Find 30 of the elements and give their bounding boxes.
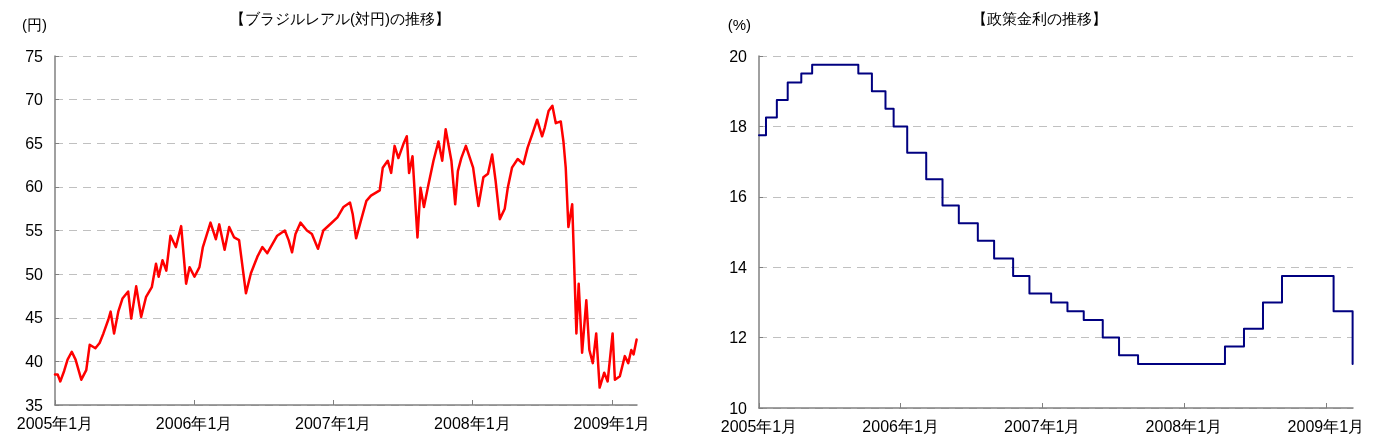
- x-tick-label: 2008年1月: [434, 414, 511, 432]
- y-tick-label: 18: [729, 117, 748, 135]
- y-tick-label: 70: [25, 91, 44, 109]
- y-tick-label: 20: [729, 47, 748, 65]
- line-series: [53, 104, 638, 389]
- x-tick-label: 2006年1月: [862, 417, 939, 435]
- y-tick-label: 60: [25, 178, 44, 196]
- y-tick-label: 35: [25, 396, 44, 414]
- y-tick-label: 10: [729, 399, 748, 417]
- chart-title: 【政策金利の推移】: [971, 10, 1107, 27]
- y-tick-label: 40: [25, 352, 44, 370]
- chart-title: 【ブラジルレアル(対円)の推移】: [230, 10, 450, 27]
- x-tick-label: 2007年1月: [1003, 417, 1081, 435]
- x-tick-label: 2009年1月: [1287, 417, 1365, 435]
- y-tick-label: 14: [729, 258, 748, 276]
- y-tick-label: 50: [25, 265, 44, 283]
- x-tick-label: 2009年1月: [573, 414, 651, 432]
- x-tick-label: 2005年1月: [16, 414, 94, 432]
- y-tick-label: 65: [25, 134, 44, 152]
- x-tick-label: 2008年1月: [1145, 417, 1223, 435]
- y-axis-title: (円): [22, 16, 47, 33]
- y-tick-label: 12: [729, 329, 748, 347]
- y-tick-label: 75: [25, 47, 44, 65]
- y-tick-label: 55: [25, 222, 44, 239]
- y-tick-label: 16: [729, 188, 748, 206]
- y-tick-label: 45: [25, 309, 44, 327]
- x-tick-label: 2005年1月: [720, 417, 798, 435]
- x-tick-label: 2007年1月: [294, 414, 372, 432]
- x-tick-label: 2006年1月: [155, 414, 233, 432]
- y-axis-title: (%): [727, 16, 751, 33]
